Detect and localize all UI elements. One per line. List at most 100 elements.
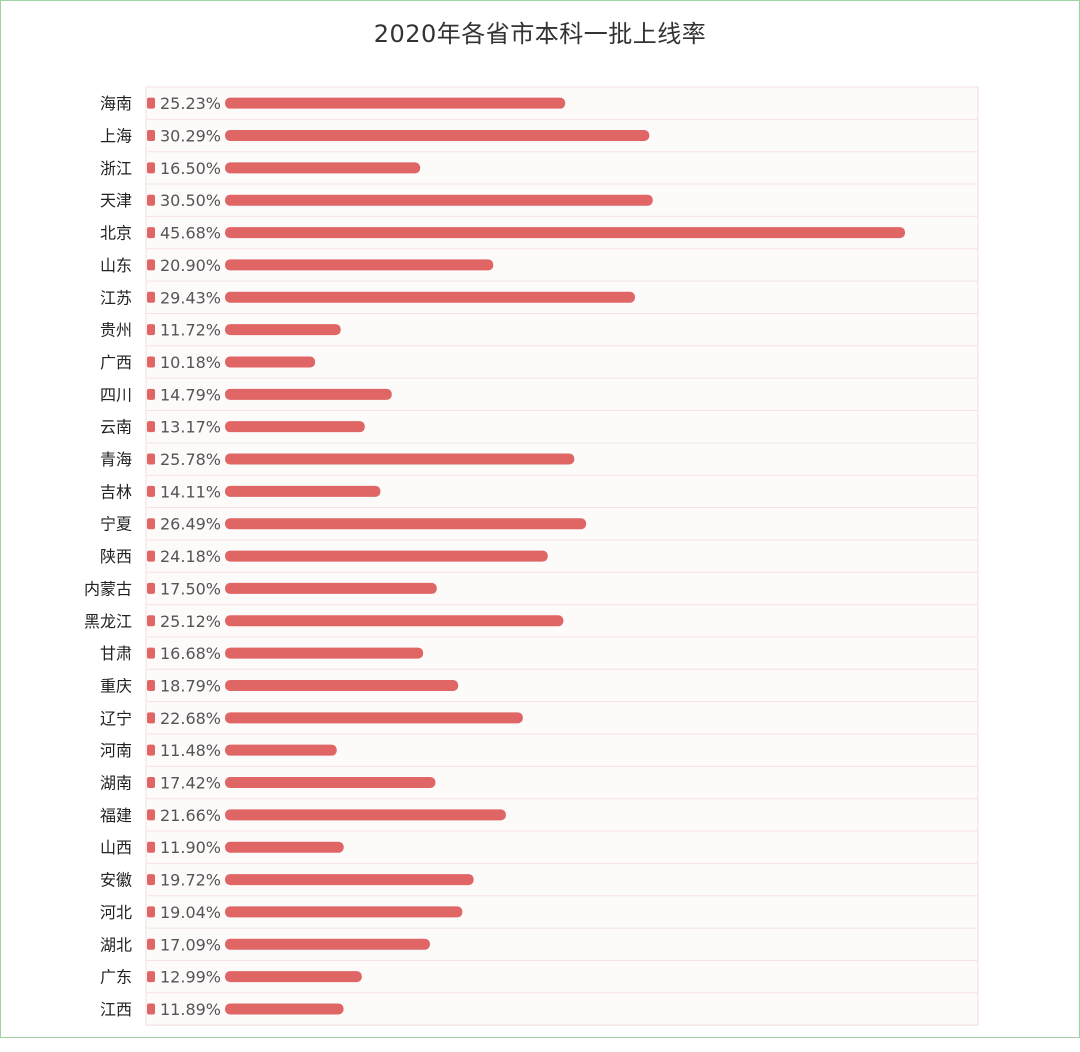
bar [225,550,548,562]
value-label: 25.23% [160,94,221,113]
category-label: 山东 [100,256,132,275]
value-label: 13.17% [160,418,221,437]
category-label: 广东 [100,968,132,987]
category-label: 云南 [100,418,132,437]
bar-stub [147,130,155,142]
value-label: 45.68% [160,224,221,243]
category-label: 宁夏 [100,515,132,534]
bar-stub [147,712,155,724]
category-label: 贵州 [100,321,132,340]
category-label: 吉林 [100,482,132,501]
category-label: 陕西 [100,547,132,566]
bar [225,485,381,497]
category-label: 江苏 [100,288,132,307]
value-label: 11.90% [160,838,221,857]
category-label: 青海 [100,450,132,469]
value-label: 18.79% [160,676,221,695]
category-label: 四川 [100,385,132,404]
value-label: 19.72% [160,871,221,890]
value-label: 26.49% [160,515,221,534]
category-label: 黑龙江 [84,612,132,631]
value-label: 22.68% [160,709,221,728]
category-label: 内蒙古 [84,579,132,598]
bar-stub [147,777,155,789]
value-label: 11.72% [160,321,221,340]
value-label: 11.89% [160,1000,221,1019]
bar [225,259,494,271]
value-label: 17.42% [160,774,221,793]
bar-stub [147,518,155,530]
bar-stub [147,388,155,400]
bar-stub [147,194,155,206]
bar [225,421,365,433]
value-label: 16.50% [160,159,221,178]
bar [225,777,436,789]
bar-stub [147,615,155,627]
bar [225,1003,344,1015]
value-label: 10.18% [160,353,221,372]
category-label: 福建 [100,806,132,825]
bar-stub [147,324,155,336]
category-label: 甘肃 [100,644,132,663]
bar [225,679,459,691]
bar [225,906,463,918]
bar-stub [147,421,155,433]
value-label: 24.18% [160,547,221,566]
bar [225,291,635,303]
bar-stub [147,97,155,109]
category-label: 北京 [100,224,132,243]
bar [225,388,392,400]
bar [225,194,653,206]
category-label: 海南 [100,94,132,113]
bar [225,130,650,142]
bar-stub [147,550,155,562]
bar-stub [147,485,155,497]
chart-title: 2020年各省市本科一批上线率 [373,20,707,48]
category-label: 河北 [100,903,132,922]
bar [225,809,506,821]
bar-stub [147,809,155,821]
value-label: 30.29% [160,127,221,146]
bar [225,356,316,368]
bar [225,97,566,109]
bar-stub [147,1003,155,1015]
value-label: 14.11% [160,482,221,501]
value-label: 11.48% [160,741,221,760]
value-label: 30.50% [160,191,221,210]
bar-stub [147,259,155,271]
bar-stub [147,744,155,756]
value-label: 17.50% [160,579,221,598]
value-label: 25.78% [160,450,221,469]
bar [225,162,421,174]
bar [225,518,587,530]
bar-stub [147,453,155,465]
value-label: 21.66% [160,806,221,825]
value-label: 12.99% [160,968,221,987]
category-label: 重庆 [100,676,132,695]
category-label: 上海 [100,127,132,146]
bar [225,712,523,724]
bar-stub [147,938,155,950]
bar-stub [147,291,155,303]
category-label: 湖南 [100,774,132,793]
category-label: 河南 [100,741,132,760]
bar-stub [147,874,155,886]
category-label: 辽宁 [100,709,132,728]
bar-stub [147,841,155,853]
value-label: 25.12% [160,612,221,631]
bar [225,744,337,756]
bar-stub [147,227,155,239]
bar-stub [147,971,155,983]
category-label: 安徽 [100,871,132,890]
bar-stub [147,582,155,594]
value-label: 16.68% [160,644,221,663]
bar [225,938,430,950]
value-label: 20.90% [160,256,221,275]
category-label: 山西 [100,838,132,857]
value-label: 14.79% [160,385,221,404]
bar [225,324,341,336]
category-label: 广西 [100,353,132,372]
bar [225,227,905,239]
bar-stub [147,162,155,174]
